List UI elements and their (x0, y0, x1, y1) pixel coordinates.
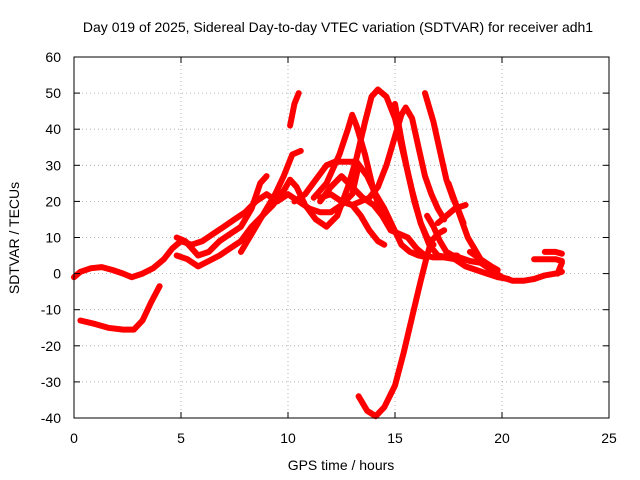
x-tick-label: 5 (177, 430, 185, 446)
y-tick-label: 10 (45, 230, 61, 246)
x-tick-label: 0 (70, 430, 78, 446)
y-tick-label: 0 (53, 266, 61, 282)
y-tick-label: 60 (45, 49, 61, 65)
y-tick-label: 20 (45, 193, 61, 209)
x-tick-labels: 0 5 10 15 20 25 (70, 430, 617, 446)
y-tick-label: -40 (41, 410, 61, 426)
series-arc-15 (445, 180, 484, 263)
chart-title: Day 019 of 2025, Sidereal Day-to-day VTE… (83, 19, 593, 35)
y-axis-label: SDTVAR / TECUs (6, 182, 22, 294)
series-layer (71, 86, 565, 420)
x-tick-label: 25 (601, 430, 617, 446)
series-arc-2 (77, 283, 163, 333)
x-axis-label: GPS time / hours (288, 457, 395, 473)
x-tick-label: 15 (387, 430, 403, 446)
y-tick-label: 50 (45, 85, 61, 101)
x-tick-label: 10 (280, 430, 296, 446)
series-arc-8 (317, 173, 386, 219)
series-arc-18 (466, 248, 501, 273)
series-arc-9 (310, 111, 512, 282)
series-arc-16 (434, 202, 469, 227)
y-tick-label: 40 (45, 121, 61, 137)
series-arc-5 (287, 90, 302, 129)
series-arc-19 (531, 256, 565, 264)
grid (74, 57, 609, 418)
y-tick-label: 30 (45, 157, 61, 173)
x-tick-label: 20 (494, 430, 510, 446)
series-arc-20 (541, 248, 565, 257)
series-arc-11 (338, 198, 388, 248)
series-arc-3 (173, 173, 270, 259)
series-arc-17 (355, 227, 448, 420)
series-arc-4 (173, 86, 565, 284)
axis-ticks (73, 56, 610, 419)
y-tick-label: -30 (41, 374, 61, 390)
y-tick-label: -20 (41, 338, 61, 354)
series-arc-1 (71, 162, 362, 281)
series-arc-21 (554, 259, 565, 277)
series-arc-12 (392, 100, 437, 248)
series-arc-14 (424, 212, 461, 259)
series-arc-6 (237, 147, 304, 255)
y-tick-labels: -40 -30 -20 -10 0 10 20 30 40 50 60 (41, 49, 61, 426)
y-tick-label: -10 (41, 302, 61, 318)
